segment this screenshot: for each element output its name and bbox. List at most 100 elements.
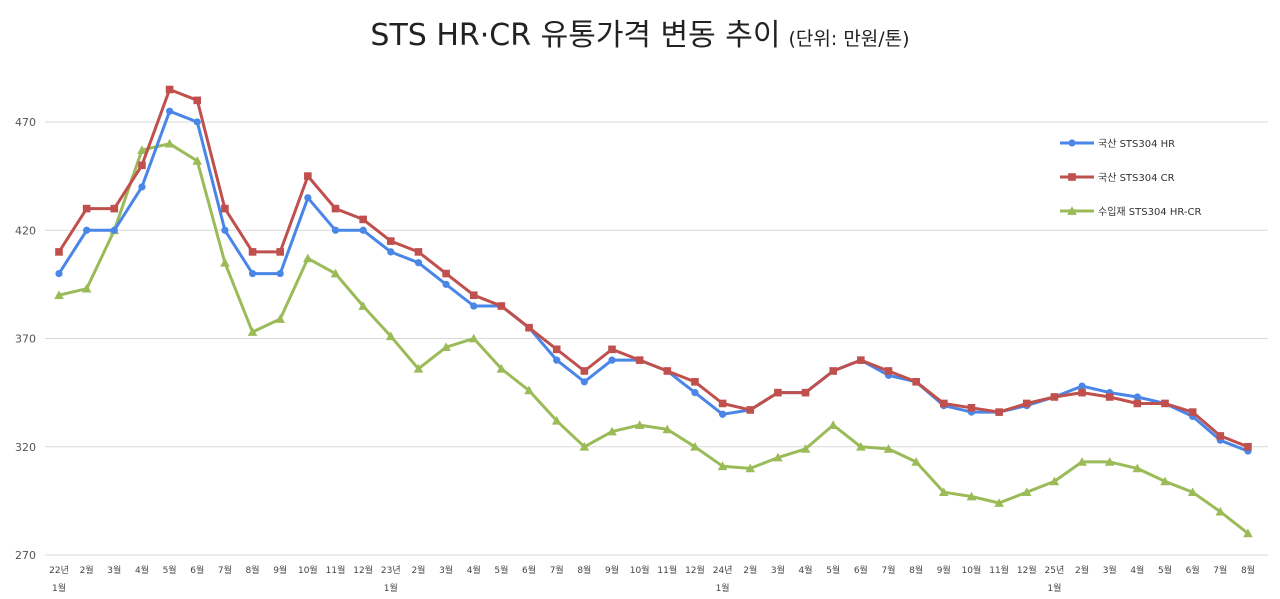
data-point xyxy=(1067,206,1077,215)
x-tick-label: 1월 xyxy=(1047,582,1061,594)
data-point xyxy=(164,138,175,148)
legend-label: 국산 STS304 CR xyxy=(1098,172,1175,184)
data-point xyxy=(82,204,91,213)
data-point xyxy=(1216,432,1225,440)
data-point xyxy=(1188,408,1197,416)
data-point xyxy=(496,364,507,373)
data-point xyxy=(83,226,91,234)
data-point xyxy=(553,356,561,364)
legend-label: 수입재 STS304 HR-CR xyxy=(1098,205,1202,218)
data-point xyxy=(442,280,450,288)
x-tick-label: 2월 xyxy=(80,564,94,576)
data-point xyxy=(884,367,893,375)
x-tick-label: 5월 xyxy=(163,564,177,576)
data-point xyxy=(275,314,285,323)
data-point xyxy=(746,406,755,414)
data-point xyxy=(387,237,395,245)
data-point xyxy=(137,145,147,154)
x-axis: 22년 1월 2월 3월 4월 5월 6월 7월 8월 9월 10월 11월 12월 23년 1월 2월 3월 4… xyxy=(49,564,1255,594)
data-point xyxy=(1215,506,1226,516)
x-tick-label: 6월 xyxy=(1186,564,1200,576)
data-point xyxy=(1022,399,1031,408)
data-point xyxy=(331,204,340,213)
x-tick-label: 7월 xyxy=(550,564,564,576)
series-2 xyxy=(54,138,1253,538)
x-tick-label: 1월 xyxy=(716,582,730,594)
data-point xyxy=(524,385,534,395)
data-point xyxy=(912,378,920,386)
x-tick-label: 12월 xyxy=(685,564,705,576)
x-tick-label: 3월 xyxy=(439,564,453,576)
legend-label: 국산 STS304 HR xyxy=(1098,138,1175,150)
y-tick-label: 270 xyxy=(15,549,36,562)
data-point xyxy=(719,410,727,418)
x-tick-label: 9월 xyxy=(273,564,287,576)
x-tick-label: 2월 xyxy=(743,564,757,576)
data-point xyxy=(248,248,257,256)
data-point xyxy=(247,327,258,336)
x-tick-label: 2월 xyxy=(1075,564,1089,576)
x-tick-label: 4월 xyxy=(799,564,813,576)
data-point xyxy=(525,323,533,332)
data-point xyxy=(358,301,368,310)
x-tick-label: 10월 xyxy=(962,564,982,576)
data-point xyxy=(54,290,64,300)
data-point xyxy=(939,487,949,497)
series-lines xyxy=(54,85,1253,538)
data-point xyxy=(1050,393,1059,401)
data-point xyxy=(1187,487,1198,497)
data-point xyxy=(192,156,203,165)
data-point xyxy=(468,333,479,343)
data-point xyxy=(940,399,948,408)
data-point xyxy=(856,441,866,451)
x-tick-label: 1월 xyxy=(52,582,66,594)
y-tick-label: 470 xyxy=(15,116,36,129)
series-0 xyxy=(55,107,1252,455)
x-tick-label: 10월 xyxy=(298,564,318,576)
x-tick-label: 8월 xyxy=(577,564,591,576)
data-point xyxy=(414,259,423,267)
data-point xyxy=(304,172,312,180)
x-tick-label: 23년 xyxy=(381,565,401,576)
data-point xyxy=(1068,139,1076,147)
legend-item: 국산 STS304 HR xyxy=(1060,138,1175,150)
series-line xyxy=(57,88,1249,449)
data-point xyxy=(1243,528,1253,538)
x-tick-label: 12월 xyxy=(1017,564,1037,576)
data-point xyxy=(413,364,424,373)
x-tick-label: 12월 xyxy=(353,564,373,576)
data-point xyxy=(966,491,977,501)
data-point xyxy=(221,204,229,213)
legend-item: 국산 STS304 CR xyxy=(1060,172,1175,184)
data-point xyxy=(276,248,284,256)
data-point xyxy=(718,399,727,408)
x-tick-label: 5월 xyxy=(1158,564,1172,576)
data-point xyxy=(386,331,396,341)
x-tick-label: 7월 xyxy=(881,564,895,576)
y-tick-label: 370 xyxy=(15,333,36,346)
data-point xyxy=(773,452,783,462)
chart-title-main: STS HR·CR 유통가격 변동 추이 xyxy=(370,18,781,53)
data-point xyxy=(745,463,756,473)
x-tick-label: 7월 xyxy=(1213,564,1227,576)
data-point xyxy=(138,183,146,191)
data-point xyxy=(580,367,589,375)
x-tick-label: 4월 xyxy=(1130,564,1144,576)
data-point xyxy=(359,226,367,234)
x-tick-label: 8월 xyxy=(246,564,260,576)
data-point xyxy=(330,268,341,278)
x-tick-label: 25년 xyxy=(1045,565,1065,576)
data-point xyxy=(717,461,728,471)
data-point xyxy=(1133,399,1142,408)
data-point xyxy=(304,194,312,202)
data-point xyxy=(857,356,865,364)
data-point xyxy=(359,215,367,224)
data-point xyxy=(81,283,92,293)
data-point xyxy=(193,96,202,105)
data-point xyxy=(635,356,644,364)
x-tick-label: 1월 xyxy=(384,582,398,594)
x-tick-label: 4월 xyxy=(467,564,481,576)
data-point xyxy=(303,253,313,263)
x-tick-label: 5월 xyxy=(826,564,840,576)
data-point xyxy=(1021,487,1032,497)
